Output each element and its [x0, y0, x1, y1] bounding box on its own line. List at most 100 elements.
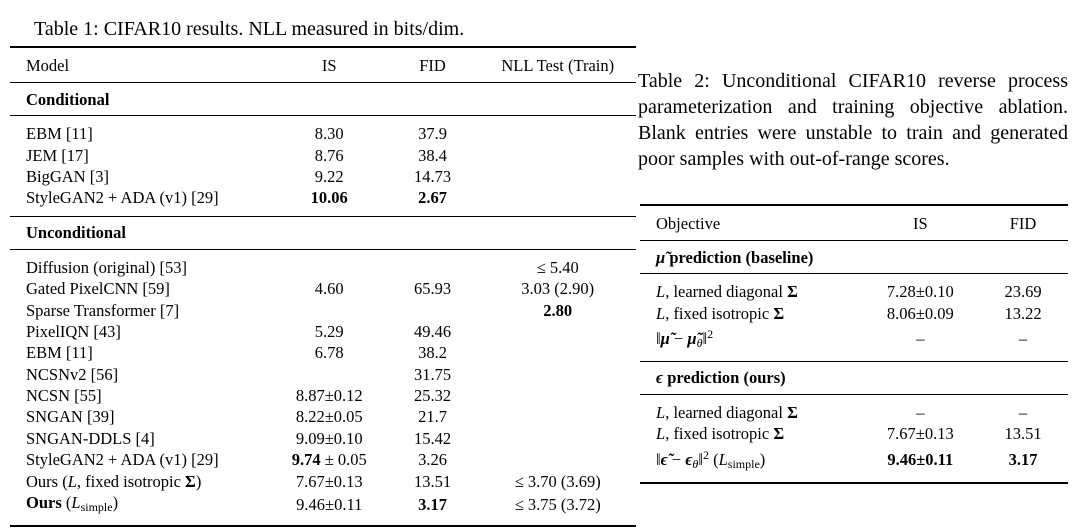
section-header-row: Unconditional [10, 215, 636, 250]
spacer [10, 209, 636, 217]
spacer [640, 475, 1068, 483]
value-cell: 9.22 [314, 166, 344, 186]
value-cell [386, 257, 480, 278]
value-cell: 31.75 [413, 364, 452, 384]
value-cell: – [916, 402, 925, 422]
cell-text-segment: ) [112, 492, 119, 512]
cell-text-segment: L [718, 449, 728, 469]
cell-text-segment: L [71, 492, 81, 512]
section-title: μ̃ prediction (baseline) [640, 240, 1068, 274]
table2-caption: Table 2: Unconditional CIFAR10 reverse p… [638, 70, 1068, 170]
value-cell: 2.67 [386, 187, 480, 208]
cell-text-segment: 2.80 [543, 300, 573, 320]
value-cell: – [1018, 329, 1028, 349]
cell-text-segment: ‖ [702, 328, 708, 348]
value-cell [479, 342, 636, 363]
cell-text-segment: ± 0.05 [320, 450, 367, 470]
spacer [10, 116, 636, 124]
value-cell: 8.22±0.05 [295, 407, 363, 427]
label-cell: Ours (Lsimple) [10, 492, 273, 518]
spacer [10, 518, 636, 526]
value-cell: – [1018, 402, 1028, 422]
table1-caption: Table 1: CIFAR10 results. NLL measured i… [34, 18, 465, 40]
table-row: JEM [17] 8.76 38.4 [10, 144, 636, 165]
section-title: ϵ prediction (ours) [640, 360, 1068, 395]
value-cell: 5.29 [314, 321, 344, 341]
value-cell: 49.46 [413, 321, 452, 341]
section-title: Conditional [10, 82, 636, 116]
cell-text-segment: Ours ( [26, 471, 68, 491]
label-cell: ‖μ̃ − μ̃θ‖2 [640, 324, 863, 354]
table-row: EBM [11] 8.30 37.9 [10, 123, 636, 144]
table-row: L, fixed isotropic Σ 8.06±0.09 13.22 [640, 302, 1068, 323]
label-cell: BigGAN [3] [26, 166, 109, 186]
value-cell: ≤ 3.75 (3.72) [514, 495, 601, 515]
column-header: NLL Test (Train) [479, 47, 636, 83]
label-cell: SNGAN-DDLS [4] [26, 428, 155, 448]
cell-text-segment: θ [696, 335, 703, 350]
value-cell: 38.4 [418, 145, 447, 165]
cell-text-segment: prediction (baseline) [665, 247, 814, 267]
label-cell: StyleGAN2 + ADA (v1) [29] [26, 188, 219, 208]
value-cell: 8.06±0.09 [886, 303, 954, 323]
cell-text-segment: L [656, 303, 666, 323]
value-cell [479, 166, 636, 187]
table-row: Gated PixelCNN [59] 4.60 65.93 3.03 (2.90) [10, 278, 636, 299]
cell-text-segment: ) [759, 449, 766, 469]
label-cell: EBM [11] [26, 343, 93, 363]
cell-text-segment: simple [727, 456, 760, 471]
table-row: Sparse Transformer [7] 2.80 [10, 299, 636, 320]
cell-text-segment: ‖ [698, 449, 703, 469]
label-cell: Ours (L, fixed isotropic Σ) [10, 470, 273, 491]
value-cell: 9.46±0.11 [296, 495, 363, 515]
cell-text-segment: , learned diagonal [665, 282, 788, 302]
table-row: StyleGAN2 + ADA (v1) [29] 9.74 ± 0.05 3.26 [10, 449, 636, 470]
table-row: Diffusion (original) [53] ≤ 5.40 [10, 257, 636, 278]
table-row: BigGAN [3] 9.22 14.73 [10, 166, 636, 187]
cell-text-segment: , fixed isotropic [665, 424, 774, 444]
section-header-row: ϵ prediction (ours) [640, 360, 1068, 395]
cell-text-segment: ( [61, 492, 72, 512]
section-title: Unconditional [10, 215, 636, 250]
table-row: L, learned diagonal Σ – – [640, 402, 1068, 423]
label-cell: JEM [17] [26, 145, 89, 165]
value-cell: 6.78 [314, 343, 344, 363]
cell-text-segment: θ [692, 456, 699, 471]
value-cell: 9.46±0.11 [863, 445, 979, 475]
spacer [10, 249, 636, 257]
label-cell: L, fixed isotropic Σ [640, 302, 863, 323]
value-cell: 9.09±0.10 [295, 428, 363, 448]
label-cell: ‖ϵ̃ − ϵθ‖2 (Lsimple) [640, 445, 863, 475]
header-row: Objective IS FID [640, 205, 1068, 241]
cell-text-segment: 2 [702, 447, 709, 462]
value-cell: 2.80 [479, 299, 636, 320]
value-cell [479, 187, 636, 208]
column-header: Objective [640, 205, 863, 241]
label-cell: NCSN [55] [26, 386, 102, 406]
cell-text-segment: Ours [26, 492, 62, 512]
cell-text-segment: L [656, 282, 666, 302]
cell-text-segment: , fixed isotropic [76, 471, 186, 491]
value-cell: ≤ 3.70 (3.69) [514, 471, 601, 491]
cell-text-segment: L [67, 471, 77, 491]
value-cell: 7.67±0.13 [295, 471, 363, 491]
value-cell: 10.06 [273, 187, 386, 208]
table2-ablation: Objective IS FID μ̃ prediction (baseline) L,… [640, 204, 1068, 484]
section-header-row: Conditional [10, 82, 636, 116]
value-cell [479, 144, 636, 165]
label-cell: Diffusion (original) [53] [26, 257, 187, 277]
cell-text-segment: , learned diagonal [665, 402, 788, 422]
value-cell: 38.2 [418, 343, 447, 363]
value-cell: 3.26 [418, 450, 447, 470]
cell-text-segment: 9.74 [291, 450, 321, 470]
value-cell [479, 449, 636, 470]
value-cell [479, 406, 636, 427]
cell-text-segment: 3.17 [1008, 450, 1038, 470]
value-cell: 4.60 [314, 279, 344, 299]
table-row: SNGAN-DDLS [4] 9.09±0.10 15.42 [10, 428, 636, 449]
table-row: ‖μ̃ − μ̃θ‖2– – [640, 324, 1068, 354]
cell-text-segment: 2 [707, 326, 714, 341]
value-cell: 3.17 [386, 492, 480, 518]
cell-text-segment: ‖ [656, 328, 661, 348]
cell-text-segment: ) [195, 471, 202, 491]
